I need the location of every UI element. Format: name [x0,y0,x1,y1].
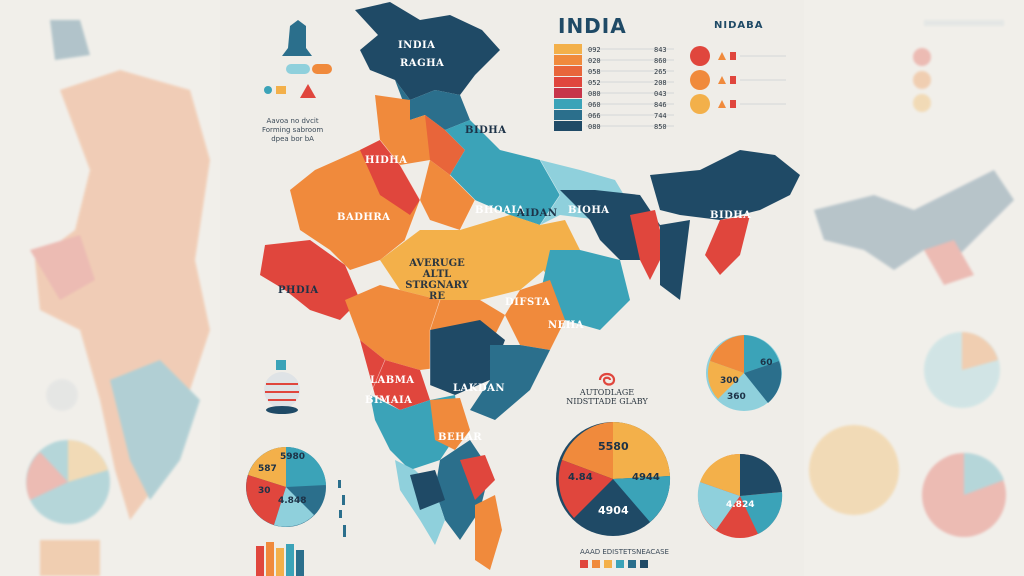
page-title: INDIA [558,14,627,38]
map-label: PHDIA [278,285,319,296]
pie-value: 60 [760,358,773,368]
pie-value: 4904 [598,504,629,517]
page-subtitle: NIDABA [714,20,764,31]
pie-chart-bottom-right [697,453,783,538]
map-label: BHOAIA [475,205,525,216]
scale-value: 052 [588,79,601,87]
pie-value: 5980 [280,452,306,462]
pie-value: 300 [720,376,739,386]
map-label: RAGHA [400,58,445,69]
map-label: BEHAR [438,432,483,443]
scale-value: 060 [588,101,601,109]
temple-icon [282,20,312,56]
map-label: NEHA [548,320,584,331]
scale-value: 744 [654,112,667,120]
map-label: AIDAN [517,208,558,219]
map-region-north [355,2,500,100]
pie-chart-large [556,421,671,536]
bar-strip [256,542,304,576]
scale-values-right: 843 860 265 208 043 846 744 850 [654,45,667,133]
center-text-line: RE [429,291,445,302]
scale-value: 843 [654,46,667,54]
pie-value: 4.848 [278,496,307,506]
title-line: AUTODLAGE [579,388,635,397]
map-center-annotation: AVERUGE ALTL STRGNARY RE [392,258,482,302]
scale-value: 846 [654,101,667,109]
center-text-line: ALTL [422,269,452,280]
caption-line: Forming sabroom [262,126,324,134]
pie-chart-bottom-left [246,446,326,527]
map-label: INDIA [398,40,436,51]
footer-swatches [580,560,648,568]
spiral-logo-icon [598,372,616,386]
map-label: LAKDAN [453,383,506,394]
faded-left-copy [26,20,210,576]
india-map [260,2,800,570]
scale-value: 080 [588,90,601,98]
map-label: DIFSTA [505,297,551,308]
scale-value: 080 [588,123,601,131]
map-label: BADHRA [337,212,391,223]
pie-value: 4944 [632,472,660,483]
scale-value: 208 [654,79,667,87]
map-label: LABMA [370,375,415,386]
pie-value: 4.84 [568,472,593,483]
pie-value: 30 [258,486,271,496]
map-label: BIDHA [710,210,752,221]
footer-caption: AAAD EDISTETSNEACASE [580,548,669,556]
pie-value: 5580 [598,440,629,453]
pie-value: 587 [258,464,277,474]
globe-icon [264,360,300,414]
center-text-line: STRGNARY [405,280,469,291]
scale-value: 066 [588,112,601,120]
icon-legend-caption: Aavoa no dvcit Forming sabroom dpea bor … [262,117,323,144]
scale-value: 020 [588,57,601,65]
icon-legend [264,20,332,98]
caption-line: Aavoa no dvcit [266,117,319,125]
scale-value: 265 [654,68,667,76]
scale-value: 043 [654,90,667,98]
caption-line: dpea bor bA [271,135,314,143]
scale-value: 850 [654,123,667,131]
center-text-line: AVERUGE [409,258,465,269]
main-panel: RAGHA INDIA HIDHA BADHRA BIDHA BHOAIA AI… [220,0,804,576]
map-label: BIOHA [568,205,610,216]
scale-value: 092 [588,46,601,54]
pie-value: 360 [727,392,746,402]
faded-right-copy [809,20,1014,537]
icon-list [690,46,786,114]
pie-value: 4.824 [726,500,755,510]
map-label: BIMAIA [365,395,413,406]
scale-value: 860 [654,57,667,65]
scale-value: 058 [588,68,601,76]
pie-chart-top-right [706,335,782,411]
big-pie-title: AUTODLAGE NIDSTTADE GLABY [562,388,652,406]
title-line: NIDSTTADE GLABY [566,397,648,406]
map-label: HIDHA [365,155,408,166]
color-scale-legend [554,44,674,131]
scale-values: 092 020 058 052 080 060 066 080 [588,45,601,133]
map-label: BIDHA [465,125,507,136]
